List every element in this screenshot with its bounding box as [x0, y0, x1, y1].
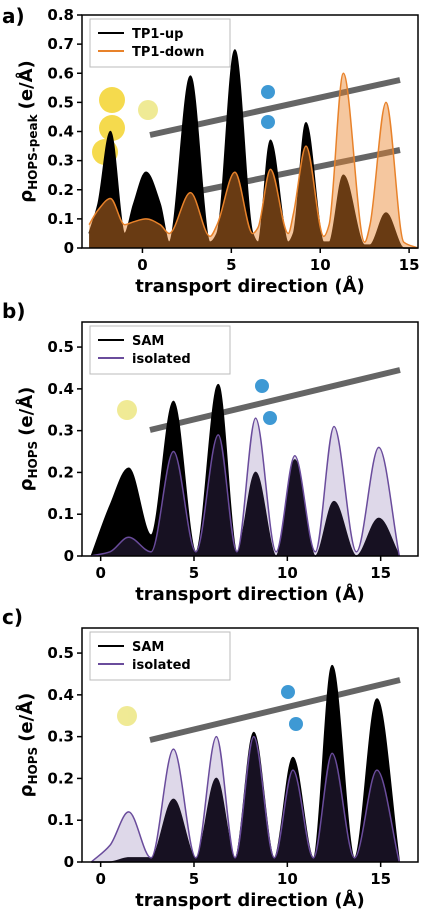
y-axis-label-part: HOPS-peak — [26, 113, 40, 189]
x-axis-label: transport direction (Å) — [135, 888, 365, 911]
y-tick-label: 0.4 — [47, 380, 74, 398]
y-tick-label: 0.5 — [47, 644, 74, 662]
y-tick-label: 0.2 — [47, 181, 74, 199]
panel-label: a) — [2, 4, 25, 28]
y-axis-label-part: ρ — [16, 784, 37, 797]
area-fill — [91, 418, 400, 556]
y-axis-label-part: (e/Å) — [14, 693, 37, 742]
area-fill — [89, 73, 418, 248]
y-axis-label: ρHOPS-peak (e/Å) — [14, 60, 40, 203]
y-tick-label: 0 — [64, 853, 74, 871]
y-tick-label: 0.5 — [47, 93, 74, 111]
legend-box — [89, 631, 231, 681]
x-tick-label: 10 — [277, 870, 298, 888]
panel-label: c) — [2, 605, 23, 629]
y-tick-label: 0.3 — [47, 422, 74, 440]
y-tick-label: 0.1 — [47, 811, 74, 829]
area-fill — [91, 736, 400, 862]
y-tick-label: 0 — [64, 547, 74, 565]
molecule-decor — [92, 77, 401, 743]
legend-label: isolated — [132, 352, 191, 367]
y-tick-label: 0.4 — [47, 686, 74, 704]
x-tick-label: 10 — [310, 256, 331, 274]
y-tick-label: 0.1 — [47, 210, 74, 228]
y-axis-label: ρHOPS (e/Å) — [14, 693, 40, 798]
y-axis-label-part: HOPS — [26, 747, 40, 785]
legend-label: TP1-down — [132, 45, 204, 60]
legend-box — [89, 325, 231, 375]
series-line — [88, 72, 419, 249]
y-tick-label: 0.2 — [47, 463, 74, 481]
series-line — [90, 735, 401, 863]
y-tick-label: 0.2 — [47, 769, 74, 787]
panel-label: b) — [2, 299, 25, 323]
x-tick-label: 10 — [277, 564, 298, 582]
legend-label: SAM — [132, 334, 164, 349]
legend: SAM isolated — [89, 631, 231, 681]
x-tick-label: 15 — [399, 256, 420, 274]
y-tick-label: 0.8 — [47, 6, 74, 24]
legend-label: TP1-up — [132, 27, 183, 42]
area-fill — [89, 49, 418, 249]
x-tick-label: 15 — [370, 564, 391, 582]
y-tick-label: 0.3 — [47, 728, 74, 746]
legend: SAM isolated — [89, 325, 231, 375]
x-tick-label: 5 — [226, 256, 236, 274]
y-tick-label: 0.6 — [47, 64, 74, 82]
x-tick-label: 15 — [370, 870, 391, 888]
legend-label: SAM — [132, 640, 164, 655]
plot-frame — [81, 321, 419, 557]
legend-box — [89, 18, 231, 68]
x-tick-label: 0 — [95, 870, 105, 888]
y-tick-label: 0.7 — [47, 35, 74, 53]
y-axis-label-part: (e/Å) — [14, 60, 37, 109]
y-axis-label-part: ρ — [16, 190, 37, 203]
y-tick-label: 0.3 — [47, 152, 74, 170]
plot-frame — [81, 627, 419, 863]
y-axis-label-part: (e/Å) — [14, 387, 37, 436]
x-tick-label: 5 — [189, 564, 199, 582]
panel: 0 0.1 0.2 0.3 0.4 0.5 0 5 10 15 transport directio… — [2, 605, 419, 911]
panel: 0 0.1 0.2 0.3 0.4 0.5 0.6 0.7 0.8 0 5 10 15 transport… — [2, 4, 420, 297]
x-tick-label: 5 — [189, 870, 199, 888]
x-axis-label: transport direction (Å) — [135, 582, 365, 605]
panel: 0 0.1 0.2 0.3 0.4 0.5 0 5 10 15 transport directio… — [2, 299, 419, 605]
y-tick-label: 0.5 — [47, 338, 74, 356]
series-line — [91, 417, 401, 557]
y-tick-label: 0 — [64, 239, 74, 257]
y-tick-label: 0.1 — [47, 505, 74, 523]
legend: TP1-up TP1-down — [89, 18, 231, 68]
y-tick-label: 0.4 — [47, 123, 74, 141]
legend-label: isolated — [132, 658, 191, 673]
y-axis-label: ρHOPS (e/Å) — [14, 387, 40, 492]
x-tick-label: 0 — [95, 564, 105, 582]
y-axis-label-part: HOPS — [26, 441, 40, 479]
x-tick-label: 0 — [137, 256, 147, 274]
y-axis-label-part: ρ — [16, 478, 37, 491]
x-axis-label: transport direction (Å) — [135, 274, 365, 297]
area-fill — [91, 384, 400, 556]
